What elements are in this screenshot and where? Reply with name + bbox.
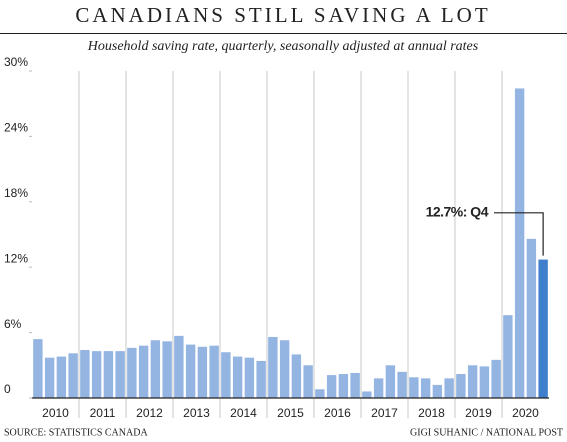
bar bbox=[526, 238, 537, 398]
chart-subtitle: Household saving rate, quarterly, season… bbox=[87, 39, 479, 54]
bar bbox=[456, 374, 466, 398]
bar bbox=[467, 365, 478, 398]
bar bbox=[420, 378, 431, 398]
bar bbox=[373, 378, 384, 398]
bar bbox=[432, 384, 443, 398]
bar bbox=[162, 341, 172, 398]
chart-title: CANADIANS STILL SAVING A LOT bbox=[75, 3, 490, 27]
bar bbox=[397, 371, 407, 398]
bar bbox=[279, 340, 290, 398]
bar bbox=[291, 354, 302, 398]
bar bbox=[174, 335, 184, 398]
bar bbox=[315, 389, 325, 398]
y-tick-label: 12% bbox=[4, 251, 28, 265]
bar bbox=[514, 88, 525, 398]
bar bbox=[362, 391, 372, 398]
bar bbox=[44, 357, 55, 398]
bar bbox=[350, 372, 360, 398]
bar bbox=[91, 351, 102, 398]
x-tick-label: 2010 bbox=[42, 406, 69, 420]
bar bbox=[80, 350, 90, 398]
bar bbox=[244, 357, 255, 398]
bar bbox=[197, 346, 208, 398]
bar bbox=[503, 315, 513, 398]
bar bbox=[385, 365, 396, 398]
x-tick-label: 2018 bbox=[418, 406, 445, 420]
bar bbox=[127, 347, 137, 398]
bar bbox=[326, 375, 337, 398]
bar bbox=[138, 345, 149, 398]
x-tick-label: 2019 bbox=[465, 406, 492, 420]
annotation: 12.7%: Q4 bbox=[426, 204, 489, 220]
x-tick-label: 2017 bbox=[371, 406, 398, 420]
y-tick-label: 0 bbox=[4, 382, 11, 396]
x-tick-label: 2015 bbox=[277, 406, 304, 420]
credit: GIGI SUHANIC / NATIONAL POST bbox=[410, 427, 563, 438]
bar bbox=[103, 351, 114, 398]
bar bbox=[444, 378, 454, 398]
bar bbox=[303, 365, 313, 398]
bar bbox=[33, 339, 43, 398]
bar bbox=[491, 359, 501, 398]
bar bbox=[538, 259, 548, 398]
bar bbox=[150, 340, 161, 398]
x-tick-label: 2013 bbox=[183, 406, 210, 420]
x-tick-label: 2012 bbox=[136, 406, 163, 420]
bar bbox=[268, 336, 278, 398]
bar bbox=[209, 345, 219, 398]
bar bbox=[479, 366, 490, 398]
x-tick-label: 2020 bbox=[512, 406, 539, 420]
source: SOURCE: STATISTICS CANADA bbox=[4, 427, 148, 438]
y-tick-label: 6% bbox=[4, 317, 22, 331]
annotation-leader bbox=[494, 212, 544, 256]
y-tick-label: 18% bbox=[4, 186, 28, 200]
bar bbox=[338, 374, 349, 398]
y-tick-label: 24% bbox=[4, 121, 28, 135]
x-tick-label: 2011 bbox=[90, 406, 116, 420]
bar bbox=[409, 377, 419, 398]
x-tick-label: 2014 bbox=[230, 406, 257, 420]
bar bbox=[232, 356, 243, 398]
bar bbox=[221, 352, 231, 398]
bar bbox=[68, 353, 78, 398]
bar bbox=[185, 344, 196, 398]
bar bbox=[115, 351, 125, 398]
bar bbox=[56, 356, 67, 398]
bar bbox=[256, 360, 266, 398]
y-tick-label: 30% bbox=[4, 55, 28, 69]
x-tick-label: 2016 bbox=[324, 406, 351, 420]
